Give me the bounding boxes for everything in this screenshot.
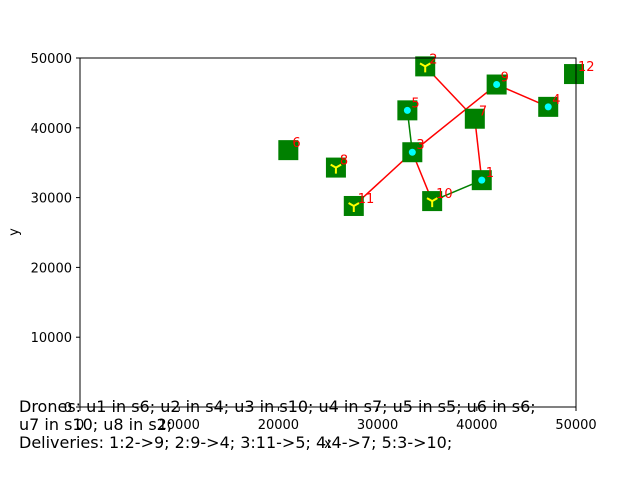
station-5: 5: [397, 96, 420, 121]
x-tick-label: 10000: [159, 418, 200, 433]
caption-deliveries-line: Deliveries: 1:2->9; 2:9->4; 3:11->5; 4:4…: [19, 433, 453, 452]
station-9: 9: [486, 71, 509, 95]
station-label: 9: [501, 71, 509, 86]
station-label: 2: [429, 52, 437, 67]
x-tick-label: 40000: [456, 418, 497, 433]
station-label: 4: [552, 93, 560, 108]
y-axis-label: y: [7, 228, 22, 236]
drone-tri-marker: [330, 163, 342, 174]
drone-tri-marker: [419, 62, 431, 73]
station-12: 12: [564, 60, 595, 85]
station-10: 10: [422, 187, 453, 212]
x-axis-ticks: 0 10000 20000 30000 40000 50000: [76, 407, 597, 433]
x-tick-label: 0: [76, 418, 84, 433]
y-tick-label: 10000: [31, 331, 72, 346]
station-6: 6: [278, 136, 301, 161]
station-1: 1: [471, 166, 494, 191]
y-tick-label: 50000: [31, 52, 72, 67]
plot-frame: [79, 57, 577, 408]
station-4: 4: [538, 93, 561, 117]
drone-dot-marker: [403, 106, 411, 114]
y-tick-label: 0: [64, 401, 72, 416]
red-route-edge: [411, 83, 498, 153]
station-label: 5: [411, 96, 419, 111]
drone-tri-marker: [426, 197, 438, 208]
y-tick-label: 40000: [31, 122, 72, 137]
station-3: 3: [402, 138, 425, 163]
drone-dot-marker: [493, 81, 501, 89]
y-axis-ticks: 0 10000 20000 30000 40000 50000: [31, 52, 80, 416]
station-11: 11: [343, 192, 375, 216]
station-7: 7: [464, 105, 487, 129]
y-tick-label: 20000: [31, 261, 72, 276]
drone-dot-marker: [544, 103, 552, 111]
station-label: 10: [436, 187, 453, 202]
drone-dot-marker: [408, 148, 416, 156]
station-2: 2: [415, 52, 437, 77]
station-square: [564, 64, 585, 85]
station-8: 8: [325, 154, 348, 178]
drone-dot-marker: [478, 176, 486, 184]
station-square: [278, 140, 299, 161]
x-axis-label: x: [324, 437, 332, 452]
station-label: 8: [340, 154, 348, 169]
station-label: 6: [292, 136, 300, 151]
x-tick-label: 50000: [555, 418, 596, 433]
x-tick-label: 20000: [258, 418, 299, 433]
y-tick-label: 30000: [31, 192, 72, 207]
station-label: 12: [578, 60, 595, 75]
caption-drones-line: Drones: u1 in s6; u2 in s4; u3 in s10; u…: [19, 397, 536, 416]
red-route-edge: [474, 118, 483, 181]
station-label: 7: [479, 105, 487, 120]
station-label: 3: [416, 138, 424, 153]
station-square: [464, 108, 485, 129]
route-edges: [353, 65, 549, 207]
caption-drones-line-continued: u7 in s10; u8 in s2;: [19, 415, 173, 434]
caption: Drones: u1 in s6; u2 in s4; u3 in s10; u…: [19, 398, 639, 452]
station-label: 11: [358, 192, 375, 207]
drone-tri-marker: [348, 202, 360, 213]
x-tick-label: 30000: [357, 418, 398, 433]
station-label: 1: [486, 166, 494, 181]
